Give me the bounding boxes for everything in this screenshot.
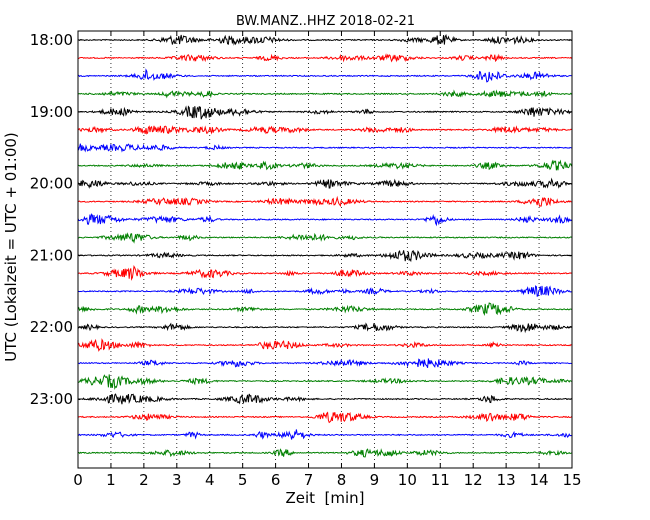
trace-15 [77, 302, 572, 316]
y-tick-label: 19:00 [30, 103, 73, 121]
x-tick-label: 8 [337, 471, 347, 489]
x-tick-label: 9 [370, 471, 380, 489]
x-tick-label: 7 [304, 471, 314, 489]
x-tick-label: 10 [398, 471, 417, 489]
trace-0 [77, 33, 572, 46]
y-tick-label: 21:00 [30, 246, 73, 264]
trace-22 [77, 429, 572, 440]
trace-6 [77, 143, 572, 153]
trace-7 [77, 159, 573, 171]
trace-23 [77, 448, 572, 458]
trace-19 [77, 374, 572, 391]
trace-10 [77, 213, 572, 227]
seismic-traces [77, 33, 573, 458]
vertical-grid [110, 31, 540, 468]
trace-9 [77, 195, 572, 207]
x-tick-label: 11 [431, 471, 450, 489]
trace-8 [77, 177, 572, 189]
y-tick-label: 20:00 [30, 175, 73, 193]
x-tick-label: 4 [205, 471, 215, 489]
chart-title: BW.MANZ..HHZ 2018-02-21 [236, 14, 415, 29]
x-tick-label: 0 [73, 471, 83, 489]
x-tick-label: 6 [271, 471, 281, 489]
trace-1 [77, 53, 572, 63]
trace-18 [77, 358, 572, 368]
trace-2 [77, 68, 572, 83]
trace-17 [77, 338, 572, 352]
x-tick-label: 12 [464, 471, 483, 489]
trace-14 [77, 285, 572, 297]
x-tick-label: 2 [139, 471, 149, 489]
trace-12 [77, 249, 572, 263]
y-axis-ticks: 18:00 19:00 20:00 21:00 22:00 23:00 [30, 31, 572, 408]
x-tick-label: 5 [238, 471, 248, 489]
trace-13 [77, 265, 572, 281]
trace-3 [77, 89, 572, 99]
y-tick-label: 18:00 [30, 31, 73, 49]
x-axis-ticks: 0 1 2 3 4 5 6 7 8 9 10 11 12 13 14 15 [73, 31, 582, 489]
x-axis-label: Zeit [min] [285, 489, 364, 507]
trace-5 [77, 125, 572, 135]
x-tick-label: 15 [562, 471, 581, 489]
y-tick-label: 23:00 [30, 390, 73, 408]
trace-4 [77, 105, 572, 120]
y-axis-label: UTC (Lokalzeit = UTC + 01:00) [2, 132, 20, 362]
trace-20 [77, 393, 572, 405]
x-tick-label: 3 [172, 471, 182, 489]
trace-11 [77, 232, 572, 244]
x-tick-label: 13 [497, 471, 516, 489]
x-tick-label: 14 [530, 471, 549, 489]
x-tick-label: 1 [106, 471, 116, 489]
plot-frame [77, 30, 573, 469]
y-tick-label: 22:00 [30, 318, 73, 336]
trace-16 [77, 322, 572, 334]
trace-21 [77, 411, 572, 424]
